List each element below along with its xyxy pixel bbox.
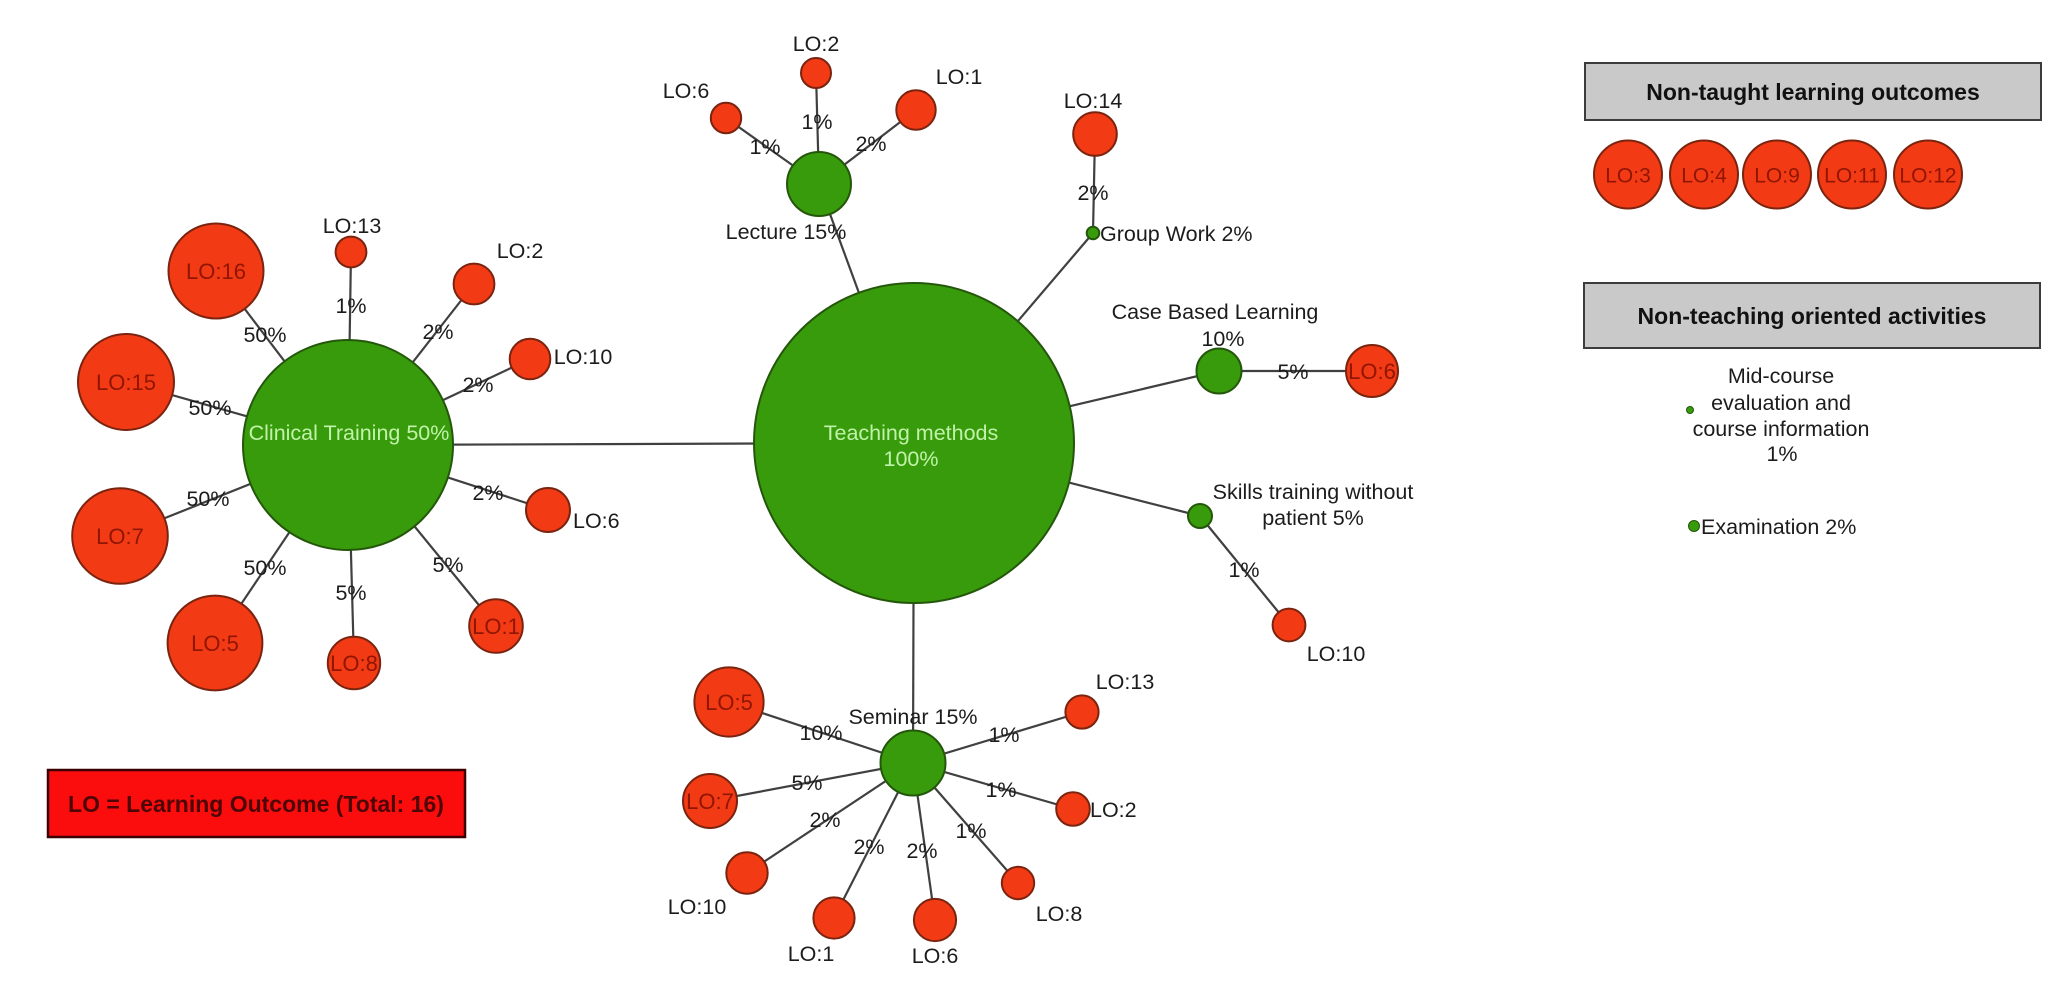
svg-text:LO:4: LO:4	[1681, 165, 1727, 188]
svg-text:Non-taught learning outcomes: Non-taught learning outcomes	[1646, 79, 1980, 105]
svg-text:LO:16: LO:16	[186, 259, 246, 284]
svg-text:LO:10: LO:10	[668, 895, 727, 919]
svg-text:50%: 50%	[243, 323, 286, 347]
svg-text:LO:2: LO:2	[793, 32, 840, 56]
svg-text:2%: 2%	[1077, 181, 1108, 205]
svg-text:10%: 10%	[799, 721, 842, 745]
svg-text:patient 5%: patient 5%	[1262, 506, 1364, 530]
svg-text:LO:14: LO:14	[1064, 89, 1123, 113]
svg-text:LO:15: LO:15	[96, 370, 156, 395]
svg-text:LO:8: LO:8	[1036, 902, 1083, 926]
svg-text:LO:1: LO:1	[936, 65, 983, 89]
svg-text:Clinical Training 50%: Clinical Training 50%	[249, 421, 450, 445]
svg-text:50%: 50%	[188, 396, 231, 420]
svg-text:2%: 2%	[472, 481, 503, 505]
svg-text:Seminar 15%: Seminar 15%	[848, 705, 977, 729]
svg-text:LO:7: LO:7	[96, 524, 144, 549]
svg-text:1%: 1%	[988, 723, 1019, 747]
svg-text:2%: 2%	[809, 808, 840, 832]
svg-text:1%: 1%	[749, 135, 780, 159]
svg-text:1%: 1%	[955, 819, 986, 843]
svg-text:LO:12: LO:12	[1899, 165, 1956, 188]
svg-text:LO:11: LO:11	[1824, 165, 1880, 188]
svg-text:5%: 5%	[335, 581, 366, 605]
svg-text:Non-teaching oriented activiti: Non-teaching oriented activities	[1638, 303, 1987, 329]
svg-text:LO:1: LO:1	[472, 614, 520, 639]
svg-text:LO:10: LO:10	[554, 345, 613, 369]
svg-text:course information: course information	[1693, 417, 1870, 441]
svg-text:LO:8: LO:8	[330, 651, 378, 676]
svg-text:LO:5: LO:5	[705, 690, 753, 715]
svg-text:1%: 1%	[985, 778, 1016, 802]
svg-text:50%: 50%	[243, 556, 286, 580]
svg-text:2%: 2%	[462, 373, 493, 397]
svg-text:1%: 1%	[1766, 442, 1797, 466]
svg-text:50%: 50%	[186, 487, 229, 511]
svg-text:1%: 1%	[335, 294, 366, 318]
svg-text:Teaching methods: Teaching methods	[824, 421, 999, 445]
svg-text:Mid-course: Mid-course	[1728, 364, 1834, 388]
svg-text:Case Based Learning: Case Based Learning	[1112, 300, 1319, 324]
svg-text:Lecture 15%: Lecture 15%	[726, 220, 847, 244]
svg-text:LO:3: LO:3	[1605, 165, 1651, 188]
svg-text:Group Work 2%: Group Work 2%	[1100, 222, 1253, 246]
svg-text:LO:10: LO:10	[1307, 642, 1366, 666]
svg-text:100%: 100%	[884, 447, 939, 471]
svg-text:evaluation and: evaluation and	[1711, 391, 1851, 415]
svg-text:LO:2: LO:2	[1090, 798, 1137, 822]
svg-text:LO:6: LO:6	[663, 79, 710, 103]
svg-text:2%: 2%	[853, 835, 884, 859]
svg-text:Skills training without: Skills training without	[1213, 480, 1414, 504]
svg-text:LO:5: LO:5	[191, 631, 239, 656]
svg-text:2%: 2%	[422, 320, 453, 344]
svg-text:LO:7: LO:7	[686, 789, 734, 814]
svg-text:2%: 2%	[906, 839, 937, 863]
svg-text:LO:1: LO:1	[788, 942, 835, 966]
svg-text:LO:2: LO:2	[497, 239, 544, 263]
svg-text:1%: 1%	[1228, 558, 1259, 582]
svg-text:5%: 5%	[432, 553, 463, 577]
svg-text:LO = Learning Outcome (Total:: LO = Learning Outcome (Total: 16)	[68, 791, 444, 817]
svg-text:LO:6: LO:6	[912, 944, 959, 968]
svg-text:LO:9: LO:9	[1754, 165, 1800, 188]
svg-text:Examination 2%: Examination 2%	[1701, 515, 1856, 539]
svg-text:10%: 10%	[1201, 327, 1244, 351]
svg-text:LO:13: LO:13	[323, 214, 382, 238]
svg-text:LO:6: LO:6	[1348, 359, 1396, 384]
svg-text:5%: 5%	[791, 771, 822, 795]
svg-text:LO:6: LO:6	[573, 509, 620, 533]
svg-text:LO:13: LO:13	[1096, 670, 1155, 694]
svg-text:5%: 5%	[1277, 360, 1308, 384]
svg-text:1%: 1%	[801, 110, 832, 134]
svg-text:2%: 2%	[855, 132, 886, 156]
